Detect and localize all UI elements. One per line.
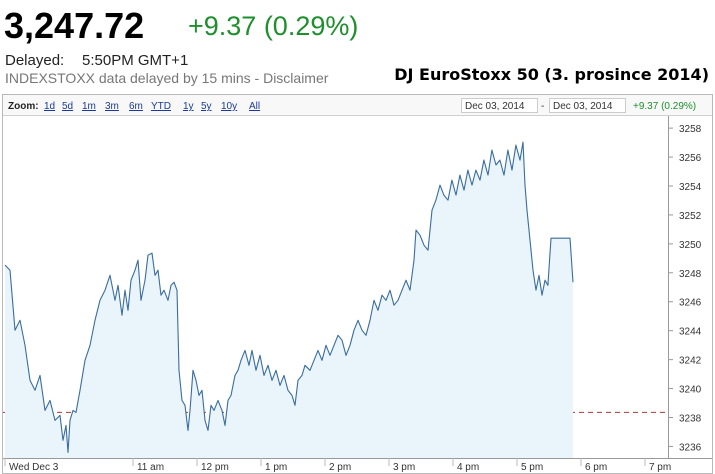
y-tick-label: 3252	[679, 211, 702, 222]
range-end[interactable]: Dec 03, 2014	[553, 101, 613, 112]
zoom-option[interactable]: 10y	[221, 101, 237, 112]
zoom-option[interactable]: 1m	[82, 101, 96, 112]
x-tick-label: 4 pm	[457, 462, 479, 473]
range-separator: -	[541, 101, 544, 112]
price-change: +9.37 (0.29%)	[188, 11, 358, 41]
y-tick-label: 3236	[679, 442, 702, 453]
y-tick-label: 3250	[679, 240, 702, 251]
x-tick-label: 1 pm	[265, 462, 287, 473]
zoom-option[interactable]: 1d	[44, 101, 55, 112]
zoom-option[interactable]: 6m	[129, 101, 143, 112]
zoom-option[interactable]: 5y	[201, 101, 212, 112]
x-tick-label: 12 pm	[201, 462, 229, 473]
range-start[interactable]: Dec 03, 2014	[465, 101, 525, 112]
x-tick-label: 6 pm	[585, 462, 607, 473]
y-tick-label: 3242	[679, 356, 702, 367]
x-tick-label: 11 am	[137, 462, 164, 473]
delayed-time: 5:50PM GMT+1	[82, 52, 188, 69]
y-tick-label: 3240	[679, 385, 702, 396]
range-end-box[interactable]	[549, 98, 626, 113]
zoom-option[interactable]: YTD	[151, 101, 171, 112]
zoom-option[interactable]: 3m	[105, 101, 119, 112]
delayed-label: Delayed:	[5, 52, 64, 69]
y-tick-label: 3248	[679, 269, 702, 280]
delay-note: INDEXSTOXX data delayed by 15 mins - Dis…	[5, 70, 329, 86]
x-tick-label: Wed Dec 3	[9, 462, 59, 473]
zoom-label: Zoom:	[8, 101, 39, 112]
y-tick-label: 3256	[679, 153, 702, 164]
price-line	[4, 141, 574, 454]
x-tick-label: 5 pm	[521, 462, 543, 473]
y-tick-label: 3238	[679, 413, 702, 424]
zoom-option[interactable]: 1y	[183, 101, 194, 112]
chart-title: DJ EuroStoxx 50 (3. prosince 2014)	[394, 65, 709, 84]
y-tick-label: 3258	[679, 124, 702, 135]
range-start-box[interactable]	[461, 98, 538, 113]
zoom-option[interactable]: 5d	[62, 101, 73, 112]
y-tick-label: 3246	[679, 298, 702, 309]
x-tick-label: 3 pm	[393, 462, 415, 473]
x-tick-label: 7 pm	[649, 462, 671, 473]
range-change: +9.37 (0.29%)	[633, 101, 696, 112]
y-tick-label: 3244	[679, 327, 702, 338]
zoom-option[interactable]: All	[249, 101, 260, 112]
price: 3,247.72	[4, 5, 144, 46]
y-tick-label: 3254	[679, 182, 702, 193]
x-tick-label: 2 pm	[329, 462, 351, 473]
